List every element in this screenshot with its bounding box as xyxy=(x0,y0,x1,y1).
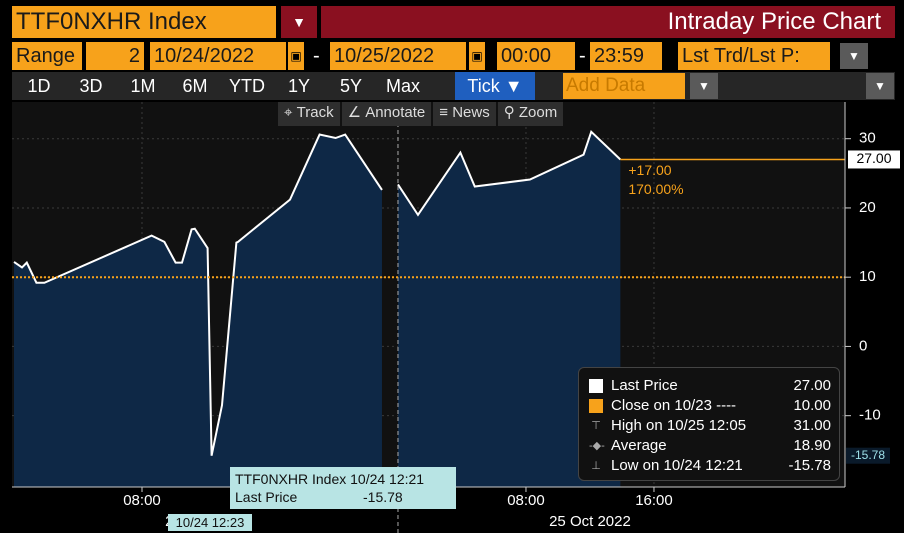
add-data-dropdown[interactable]: ▼ xyxy=(690,73,718,99)
range-label: Range xyxy=(12,42,82,70)
legend-value: -15.78 xyxy=(788,457,831,474)
ticker-dropdown[interactable]: ▼ xyxy=(281,6,317,38)
price-line xyxy=(13,133,383,456)
tooltip-label: Last Price xyxy=(235,489,298,505)
legend: Last Price 27.00 Close on 10/23 ---- 10.00 ⊤… xyxy=(578,367,840,481)
period-tab[interactable]: YTD xyxy=(229,76,265,96)
change-label: +17.00 xyxy=(628,162,671,178)
x-tick-label: 08:00 xyxy=(123,492,161,509)
change-label: 170.00% xyxy=(628,181,683,197)
legend-row: Close on 10/23 ---- 10.00 xyxy=(589,396,831,416)
legend-row: -◆- Average 18.90 xyxy=(589,436,831,456)
tool-label: Track xyxy=(296,104,334,121)
legend-marker xyxy=(589,399,603,413)
tool-label: Annotate xyxy=(365,104,426,121)
add-data-input[interactable]: Add Data xyxy=(563,73,685,99)
legend-value: 31.00 xyxy=(793,417,831,434)
period-tabs: 1D 3D 1M 6M YTD 1Y 5Y Max xyxy=(14,72,428,100)
area xyxy=(397,131,621,487)
period-tab[interactable]: 1Y xyxy=(287,76,311,96)
area xyxy=(13,134,382,487)
legend-label: Last Price xyxy=(611,377,678,394)
legend-marker: -◆- xyxy=(589,440,605,452)
tooltip-row: Last Price -15.78 xyxy=(235,488,451,506)
tool-button[interactable]: ∠ Annotate xyxy=(341,102,432,126)
tool-button[interactable]: ⌖ Track xyxy=(278,102,340,126)
low-label: -15.78 xyxy=(851,448,885,462)
legend-marker xyxy=(589,379,603,393)
tool-label: News xyxy=(452,104,490,121)
start-time[interactable]: 00:00 xyxy=(497,42,575,70)
tool-button[interactable]: ≡ News xyxy=(433,102,496,126)
price-line xyxy=(397,129,622,217)
tooltip: TTF0NXHR Index 10/24 12:21 Last Price -15… xyxy=(230,467,456,509)
legend-row: ⊥ Low on 10/24 12:21 -15.78 xyxy=(589,456,831,476)
legend-value: 10.00 xyxy=(793,397,831,414)
legend-value: 27.00 xyxy=(793,377,831,394)
y-tick-label: -10 xyxy=(859,407,881,424)
legend-row: ⊤ High on 10/25 12:05 31.00 xyxy=(589,416,831,436)
title: Intraday Price Chart xyxy=(667,8,881,35)
legend-label: Close on 10/23 ---- xyxy=(611,397,737,414)
y-tick-label: 30 xyxy=(859,130,876,147)
ticker-field[interactable]: TTF0NXHR Index xyxy=(12,6,276,38)
tab-bar xyxy=(12,72,895,100)
period-tab[interactable]: 6M xyxy=(182,76,208,96)
tool-button[interactable]: ⚲ Zoom xyxy=(497,102,564,126)
calendar-icon[interactable]: ▣ xyxy=(469,42,485,70)
range-count[interactable]: 2 xyxy=(86,42,144,70)
low-box xyxy=(846,447,890,464)
y-tick-label: 10 xyxy=(859,268,876,285)
last-price-box xyxy=(848,150,900,169)
legend-marker: ⊤ xyxy=(591,420,601,432)
end-date[interactable]: 10/25/2022 xyxy=(330,42,466,70)
title-bar: Intraday Price Chart xyxy=(321,6,895,38)
tick-label: Tick xyxy=(467,76,500,96)
x-tick-label: 16:00 xyxy=(635,492,673,509)
separator: - xyxy=(313,45,320,67)
chart-toolbar: ⌖ Track ∠ Annotate ≡ News ⚲ Zoom xyxy=(278,102,564,126)
legend-row: Last Price 27.00 xyxy=(589,376,831,396)
field-select[interactable]: Lst Trd/Lst P: xyxy=(678,42,830,70)
y-tick-label: 20 xyxy=(859,199,876,216)
legend-marker: ⊥ xyxy=(591,460,601,472)
last-price-label: 27.00 xyxy=(856,150,891,166)
period-tab[interactable]: 1M xyxy=(130,76,156,96)
options-dropdown[interactable]: ▼ xyxy=(866,73,894,99)
tool-label: Zoom xyxy=(518,104,558,121)
separator: - xyxy=(579,45,586,67)
period-tab[interactable]: Max xyxy=(385,76,420,96)
x-tick-label: 08:00 xyxy=(507,492,545,509)
tick-button[interactable]: Tick ▼ xyxy=(455,72,535,100)
legend-value: 18.90 xyxy=(793,437,831,454)
legend-label: Average xyxy=(611,437,667,454)
legend-label: High on 10/25 12:05 xyxy=(611,417,747,434)
y-tick-label: 0 xyxy=(859,337,867,354)
end-time[interactable]: 23:59 xyxy=(590,42,662,70)
calendar-icon[interactable]: ▣ xyxy=(288,42,304,70)
period-tab[interactable]: 1D xyxy=(27,76,51,96)
field-dropdown[interactable]: ▼ xyxy=(840,43,868,69)
period-tab[interactable]: 5Y xyxy=(339,76,363,96)
tooltip-title: TTF0NXHR Index 10/24 12:21 xyxy=(235,471,425,487)
legend-label: Low on 10/24 12:21 xyxy=(611,457,743,474)
period-tab[interactable]: 3D xyxy=(79,76,103,96)
start-date[interactable]: 10/24/2022 xyxy=(150,42,286,70)
tooltip-value: -15.78 xyxy=(363,489,403,505)
date-label: 25 Oct 2022 xyxy=(549,513,631,530)
cursor-label: 10/24 12:23 xyxy=(168,514,252,531)
